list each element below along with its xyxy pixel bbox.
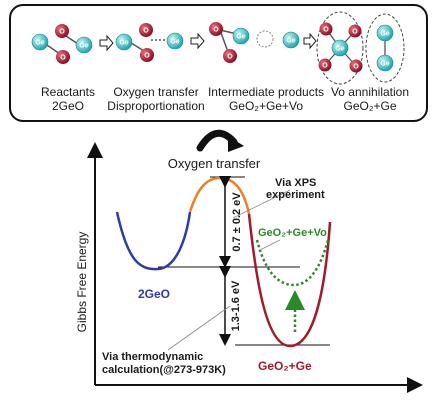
svg-text:Ge: Ge	[79, 43, 88, 50]
product-label: GeO₂+Ge	[258, 359, 312, 373]
o-atom: O	[319, 22, 333, 36]
ge-atom: Ge	[115, 33, 133, 51]
svg-text:O: O	[323, 27, 329, 34]
thermo-pointer-line	[167, 305, 231, 351]
vacancy-icon	[256, 30, 274, 48]
svg-text:Ge: Ge	[286, 38, 295, 45]
svg-text:O: O	[352, 29, 358, 36]
svg-text:O: O	[144, 53, 150, 60]
curved-arrow-label: Oxygen transfer	[168, 156, 261, 171]
step-arrow-icon	[303, 32, 317, 50]
svg-text:Ge: Ge	[380, 61, 389, 68]
svg-text:Ge: Ge	[236, 34, 245, 41]
o-atom: O	[349, 59, 363, 73]
xps-sublabel: experiment	[266, 189, 325, 201]
reactant-label: 2GeO	[138, 287, 170, 301]
svg-text:Ge: Ge	[119, 40, 128, 47]
svg-text:O: O	[59, 29, 65, 36]
svg-text:O: O	[213, 27, 219, 34]
reaction-energy-label: 1.3-1.6 eV	[230, 280, 242, 331]
svg-text:Ge: Ge	[170, 39, 179, 46]
intermediate-molecules: O Ge O Ge	[209, 22, 300, 63]
oxygen-transfer-molecules: Ge O O Ge	[115, 23, 184, 62]
ge-atom: Ge	[282, 31, 300, 49]
ge-atom: Ge	[166, 32, 184, 50]
ge-atom: Ge	[75, 36, 93, 54]
o-atom: O	[56, 50, 70, 64]
intermediate-well-curve	[255, 239, 330, 287]
o-atom: O	[140, 48, 154, 62]
step-arrow-icon	[99, 34, 114, 52]
y-axis-label: Gibbs Free Energy	[75, 232, 89, 333]
svg-text:O: O	[60, 55, 66, 62]
ge-atom: Ge	[232, 27, 250, 45]
intermediate-pointer-line	[259, 239, 281, 251]
thermo-sublabel: calculation(@273-973K)	[102, 364, 226, 376]
thermo-label: Via thermodynamic	[102, 351, 203, 363]
step-annihilation-label: Vo annihilation	[331, 85, 409, 99]
o-atom: O	[209, 22, 223, 36]
intermediate-label: GeO₂+Ge+Vo	[258, 227, 327, 239]
step-oxygen-transfer-label: Oxygen transfer	[113, 85, 198, 99]
xps-label: Via XPS	[275, 177, 316, 189]
reactant-well-curve	[115, 211, 192, 271]
step-annihilation-sublabel: GeO₂+Ge	[343, 99, 396, 113]
ge-atom: Ge	[331, 39, 349, 57]
ge-cluster: Ge Ge	[365, 13, 405, 83]
svg-text:Ge: Ge	[380, 31, 389, 38]
ge-atom: Ge	[376, 54, 394, 72]
step-reactants-sublabel: 2GeO	[52, 99, 84, 113]
geo2-cluster: O O O O Ge	[316, 11, 364, 85]
o-atom: O	[318, 58, 332, 72]
svg-text:O: O	[227, 54, 233, 61]
svg-text:O: O	[143, 28, 149, 35]
svg-text:Ge: Ge	[35, 40, 44, 47]
barrier-energy-label: 0.7 ± 0.2 eV	[231, 192, 243, 252]
step-intermediate-sublabel: GeO₂+Ge+Vo	[229, 99, 303, 113]
step-reactants-label: Reactants	[41, 85, 95, 99]
xps-pointer-line	[232, 189, 291, 219]
o-atom: O	[223, 49, 237, 63]
step-oxygen-transfer-sublabel: Disproportionation	[107, 99, 204, 113]
svg-text:O: O	[353, 64, 359, 71]
reactants-molecules: Ge O O Ge	[31, 24, 93, 64]
o-atom: O	[55, 24, 69, 38]
step-intermediate-label: Intermediate products	[208, 85, 324, 99]
curved-arrow-icon	[196, 129, 244, 152]
svg-text:Ge: Ge	[335, 46, 344, 53]
ge-atom: Ge	[376, 24, 394, 42]
svg-text:O: O	[322, 63, 328, 70]
product-well-curve	[247, 213, 332, 348]
o-atom: O	[348, 24, 362, 38]
step-arrow-icon	[190, 32, 205, 50]
o-atom: O	[139, 23, 153, 37]
ge-atom: Ge	[31, 33, 49, 51]
